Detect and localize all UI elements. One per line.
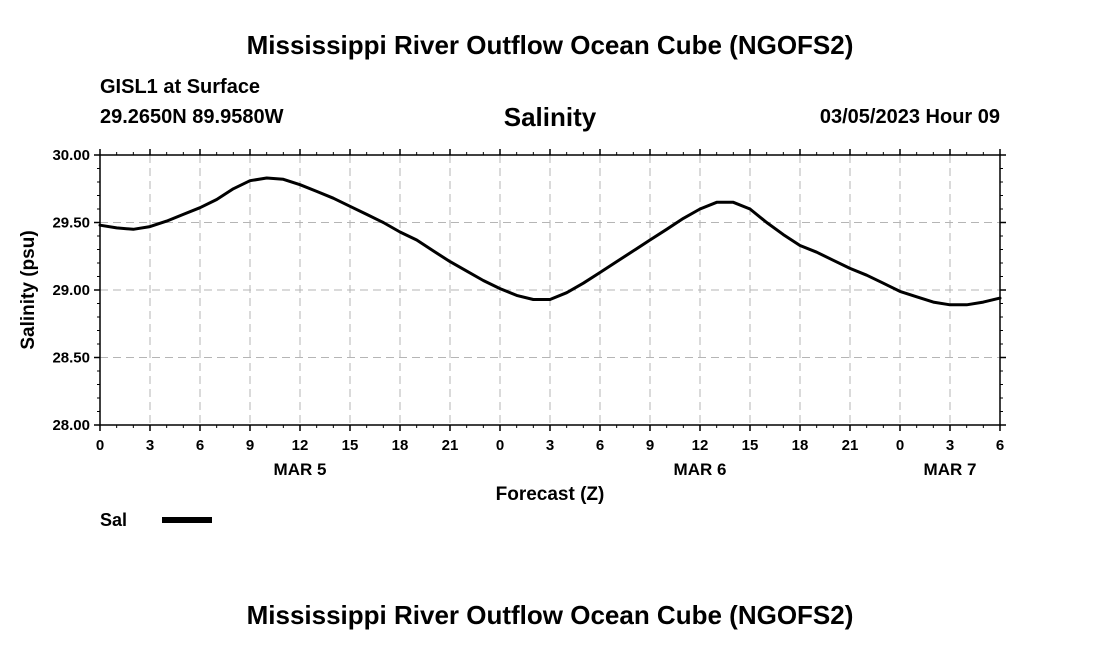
y-tick-label: 28.00 [52, 417, 90, 434]
legend-label: Sal [100, 510, 128, 530]
x-tick-label: 12 [292, 437, 309, 454]
x-tick-label: 15 [342, 437, 359, 454]
x-tick-label: 3 [546, 437, 554, 454]
main-title: Mississippi River Outflow Ocean Cube (NG… [246, 30, 854, 60]
x-tick-label: 18 [392, 437, 409, 454]
x-tick-label: 18 [792, 437, 809, 454]
forecast-datetime: 03/05/2023 Hour 09 [819, 106, 1000, 128]
y-axis-title: Salinity (psu) [18, 230, 39, 349]
x-tick-label: 15 [742, 437, 759, 454]
x-tick-label: 0 [896, 437, 904, 454]
y-tick-label: 30.00 [52, 147, 90, 164]
labels-layer: 28.00 28.50 29.00 29.50 30.00 0 3 6 9 12 15 18 21 0 3 6… [52, 147, 1004, 479]
x-tick-label: 6 [996, 437, 1004, 454]
x-tick-label: 9 [246, 437, 254, 454]
legend-line-swatch [162, 517, 212, 523]
y-tick-label: 29.50 [52, 215, 90, 232]
plot-frame [99, 154, 1001, 426]
station-label: GISL1 at Surface [100, 76, 261, 98]
chart-title: Salinity [503, 102, 597, 132]
x-tick-label: 0 [496, 437, 504, 454]
x-tick-label: 21 [442, 437, 459, 454]
day-label: MAR 5 [274, 460, 327, 479]
y-tick-label: 28.50 [52, 350, 90, 367]
x-tick-label: 6 [596, 437, 604, 454]
series-layer [98, 176, 1002, 307]
x-tick-label: 0 [96, 437, 104, 454]
x-tick-label: 9 [646, 437, 654, 454]
day-label: MAR 7 [924, 460, 977, 479]
x-tick-label: 3 [146, 437, 154, 454]
x-tick-label: 6 [196, 437, 204, 454]
x-axis-title: Forecast (Z) [496, 484, 605, 505]
day-label: MAR 6 [674, 460, 727, 479]
footer-title: Mississippi River Outflow Ocean Cube (NG… [246, 600, 854, 630]
x-tick-label: 12 [692, 437, 709, 454]
x-tick-label: 21 [842, 437, 859, 454]
x-tick-label: 3 [946, 437, 954, 454]
station-coordinates: 29.2650N 89.9580W [100, 106, 284, 128]
salinity-series-line [98, 176, 1002, 307]
grid-layer [100, 155, 1000, 425]
y-tick-label: 29.00 [52, 282, 90, 299]
